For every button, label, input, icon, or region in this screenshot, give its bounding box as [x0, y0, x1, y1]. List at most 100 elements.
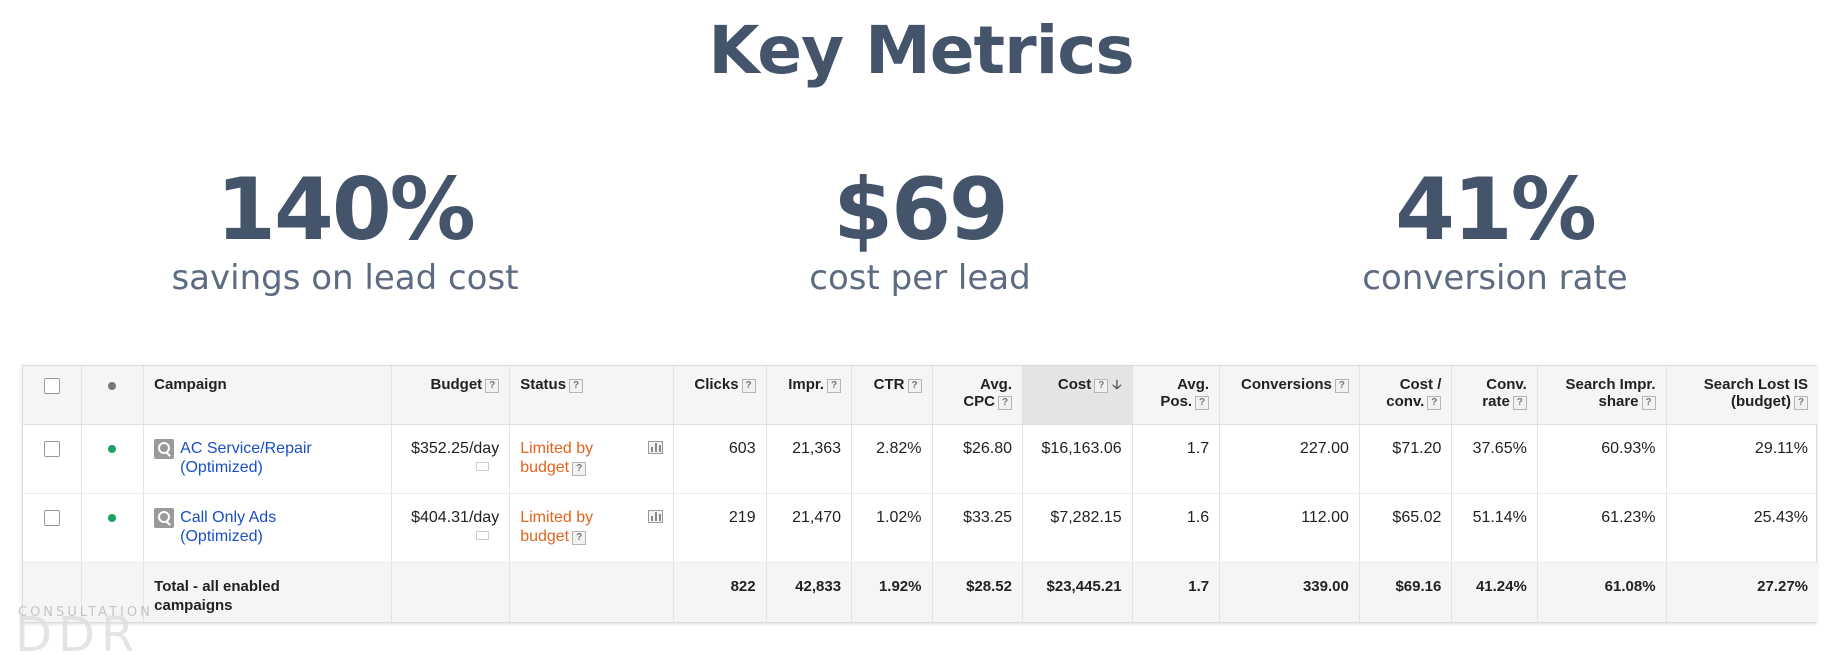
metric-value: 140% — [216, 160, 476, 260]
enabled-status-dot-icon[interactable] — [108, 444, 117, 453]
conv-rate-cell: 37.65% — [1451, 424, 1538, 494]
metric-cost-per-lead: $69 cost per lead — [660, 160, 1180, 298]
conversions-cell: 227.00 — [1219, 424, 1360, 494]
watermark-logo: DDR CONSULTATION — [15, 605, 153, 655]
total-search-impr-share: 61.08% — [1537, 562, 1667, 622]
metric-savings: 140% savings on lead cost — [85, 160, 605, 298]
help-icon[interactable]: ? — [1094, 379, 1109, 393]
edit-budget-icon[interactable] — [475, 530, 489, 540]
total-clicks: 822 — [673, 562, 767, 622]
avg-pos-cell: 1.6 — [1132, 493, 1221, 563]
avg-cpc-cell: $26.80 — [932, 424, 1023, 494]
metric-conversion-rate: 41% conversion rate — [1235, 160, 1755, 298]
cost-per-conv-cell: $65.02 — [1359, 493, 1453, 563]
col-header-cost[interactable]: Cost? 🡣 — [1022, 366, 1133, 425]
row-select-cell — [23, 424, 82, 494]
search-campaign-icon — [154, 438, 175, 459]
metric-label: savings on lead cost — [171, 258, 519, 298]
budget-value[interactable]: $352.25/day — [411, 439, 500, 457]
cost-per-conv-cell: $71.20 — [1359, 424, 1453, 494]
col-header-clicks[interactable]: Clicks? — [673, 366, 767, 425]
col-header-avg-pos[interactable]: Avg. Pos.? — [1132, 366, 1221, 425]
col-header-impr[interactable]: Impr.? — [766, 366, 853, 425]
impr-cell: 21,470 — [766, 493, 853, 563]
select-all-checkbox[interactable] — [43, 378, 60, 394]
bar-chart-icon[interactable] — [648, 440, 664, 454]
campaign-link[interactable]: Call Only Ads (Optimized) — [180, 508, 277, 545]
total-cost: $23,445.21 — [1022, 562, 1133, 622]
row-select-cell — [23, 493, 82, 563]
row-checkbox[interactable] — [43, 509, 60, 526]
row-checkbox[interactable] — [43, 440, 60, 457]
cost-cell: $7,282.15 — [1022, 493, 1133, 563]
status-text: Limited by budget? — [520, 439, 594, 476]
metric-label: conversion rate — [1362, 258, 1628, 298]
help-icon[interactable]: ? — [998, 396, 1012, 410]
help-icon[interactable]: ? — [907, 379, 922, 393]
page-title: Key Metrics — [708, 12, 1134, 89]
search-impr-share-cell: 60.93% — [1537, 424, 1667, 494]
col-header-search-lost-is[interactable]: Search Lost IS (budget)? — [1666, 366, 1818, 425]
select-all-cell — [23, 366, 82, 425]
total-label: Total - all enabled campaigns — [143, 562, 392, 622]
col-header-cost-per-conv[interactable]: Cost / conv.? — [1359, 366, 1453, 425]
total-impr: 42,833 — [766, 562, 853, 622]
help-icon[interactable]: ? — [1195, 396, 1210, 410]
budget-value[interactable]: $404.31/day — [411, 508, 500, 526]
ctr-cell: 1.02% — [851, 493, 933, 563]
table-total-row: Total - all enabled campaigns 822 42,833 … — [23, 562, 1818, 622]
enabled-status-dot-icon[interactable] — [108, 513, 117, 522]
edit-budget-icon[interactable] — [475, 461, 489, 471]
impr-cell: 21,363 — [766, 424, 853, 494]
help-icon[interactable]: ? — [1512, 396, 1527, 410]
col-header-ctr[interactable]: CTR? — [851, 366, 933, 425]
row-status-dot-cell — [81, 424, 145, 494]
total-ctr: 1.92% — [851, 562, 933, 622]
col-header-conversions[interactable]: Conversions? — [1219, 366, 1360, 425]
help-icon[interactable]: ? — [485, 379, 500, 393]
help-icon[interactable]: ? — [1427, 396, 1442, 410]
col-header-avg-cpc[interactable]: Avg. CPC? — [932, 366, 1023, 425]
campaign-cell: Call Only Ads (Optimized) — [143, 493, 392, 563]
cost-cell: $16,163.06 — [1022, 424, 1133, 494]
bar-chart-icon[interactable] — [648, 509, 664, 523]
clicks-cell: 603 — [673, 424, 767, 494]
help-icon[interactable]: ? — [827, 379, 842, 393]
total-avg-pos: 1.7 — [1132, 562, 1221, 622]
status-text: Limited by budget? — [520, 508, 594, 545]
avg-pos-cell: 1.7 — [1132, 424, 1221, 494]
campaign-link[interactable]: AC Service/Repair (Optimized) — [180, 439, 312, 476]
status-filter-dot-icon[interactable] — [108, 382, 117, 390]
table-row: AC Service/Repair (Optimized) $352.25/day… — [23, 424, 1818, 494]
col-header-budget[interactable]: Budget? — [391, 366, 511, 425]
budget-cell: $404.31/day — [391, 493, 511, 563]
search-lost-is-cell: 25.43% — [1666, 493, 1818, 563]
help-icon[interactable]: ? — [572, 461, 587, 476]
help-icon[interactable]: ? — [569, 379, 584, 393]
help-icon[interactable]: ? — [1641, 396, 1656, 410]
status-cell: Limited by budget? — [509, 424, 675, 494]
col-header-campaign[interactable]: Campaign — [143, 366, 392, 425]
status-cell: Limited by budget? — [509, 493, 675, 563]
metric-value: $69 — [833, 160, 1009, 260]
col-header-search-impr-share[interactable]: Search Impr. share? — [1537, 366, 1667, 425]
total-conversions: 339.00 — [1219, 562, 1360, 622]
help-icon[interactable]: ? — [572, 530, 587, 545]
campaign-table: Campaign Budget? Status? Clicks? Impr.? … — [22, 365, 1818, 623]
help-icon[interactable]: ? — [1794, 396, 1808, 410]
col-header-conv-rate[interactable]: Conv. rate? — [1451, 366, 1538, 425]
help-icon[interactable]: ? — [741, 379, 756, 393]
total-avg-cpc: $28.52 — [932, 562, 1023, 622]
budget-cell: $352.25/day — [391, 424, 511, 494]
col-header-status[interactable]: Status? — [509, 366, 675, 425]
help-icon[interactable]: ? — [1334, 379, 1349, 393]
search-lost-is-cell: 29.11% — [1666, 424, 1818, 494]
clicks-cell: 219 — [673, 493, 767, 563]
total-search-lost-is: 27.27% — [1666, 562, 1818, 622]
avg-cpc-cell: $33.25 — [932, 493, 1023, 563]
search-campaign-icon — [154, 507, 175, 528]
sort-descending-icon: 🡣 — [1112, 377, 1122, 392]
total-cost-per-conv: $69.16 — [1359, 562, 1453, 622]
conversions-cell: 112.00 — [1219, 493, 1360, 563]
status-dot-header — [81, 366, 145, 425]
